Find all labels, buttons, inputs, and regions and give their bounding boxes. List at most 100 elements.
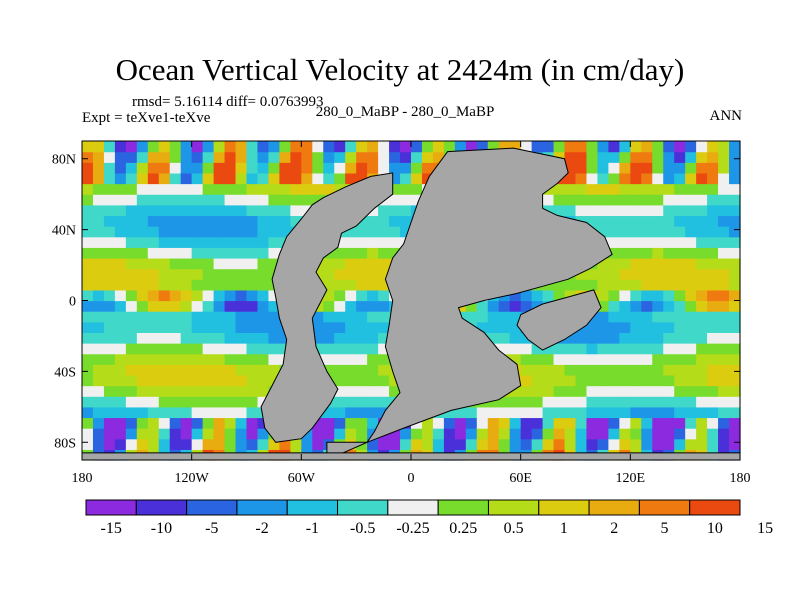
colorbar-label: -0.25 <box>396 520 429 537</box>
field-cell <box>147 438 160 450</box>
field-cell <box>575 406 588 419</box>
field-cell <box>224 428 237 440</box>
field-cell <box>191 257 204 270</box>
field-cell <box>169 172 182 185</box>
field-cell <box>564 353 577 365</box>
field-cell <box>169 215 182 227</box>
field-cell <box>169 438 182 450</box>
field-cell <box>707 289 719 302</box>
field-cell <box>257 183 270 195</box>
field-cell <box>630 321 642 333</box>
field-cell <box>586 268 599 280</box>
field-cell <box>707 204 719 217</box>
field-cell <box>674 141 686 153</box>
field-cell <box>685 289 697 302</box>
field-cell <box>707 268 719 280</box>
field-cell <box>323 289 335 302</box>
field-cell <box>575 428 588 440</box>
field-cell <box>553 194 566 206</box>
field-cell <box>674 311 686 323</box>
field-cell <box>652 406 664 419</box>
field-cell <box>169 406 182 419</box>
field-cell <box>136 257 149 270</box>
field-cell <box>685 236 697 248</box>
field-cell <box>729 247 741 259</box>
field-cell <box>191 396 204 408</box>
field-cell <box>224 353 237 365</box>
field-cell <box>564 406 577 419</box>
colorbar-label: 2 <box>610 520 618 537</box>
field-cell <box>312 162 324 174</box>
field-cell <box>729 396 741 408</box>
field-cell <box>674 151 686 163</box>
field-cell <box>608 194 620 206</box>
field-cell <box>707 226 719 238</box>
field-cell <box>92 289 105 302</box>
field-cell <box>191 300 204 312</box>
field-cell <box>674 438 686 450</box>
field-cell <box>191 332 204 344</box>
field-cell <box>619 374 631 387</box>
field-cell <box>257 428 270 440</box>
field-cell <box>147 364 160 376</box>
field-cell <box>367 236 379 248</box>
field-cell <box>125 162 138 174</box>
field-cell <box>235 194 248 206</box>
field-cell <box>202 172 215 185</box>
field-cell <box>630 289 642 302</box>
x-tick-label: 60W <box>288 471 316 486</box>
field-cell <box>191 374 204 387</box>
field-cell <box>641 183 653 195</box>
field-cell <box>367 385 379 397</box>
field-cell <box>619 289 631 302</box>
field-cell <box>136 204 149 217</box>
field-cell <box>125 194 138 206</box>
field-cell <box>630 438 642 450</box>
field-cell <box>356 162 368 174</box>
field-cell <box>136 247 149 259</box>
field-cell <box>92 204 105 217</box>
field-cell <box>707 385 719 397</box>
field-cell <box>147 385 160 397</box>
field-cell <box>378 268 390 280</box>
field-cell <box>180 257 193 270</box>
colorbar-label: -15 <box>100 520 121 537</box>
field-cell <box>246 257 259 270</box>
field-cell <box>454 428 467 440</box>
x-tick-label: 180 <box>72 471 93 486</box>
field-cell <box>103 279 116 291</box>
field-cell <box>674 300 686 312</box>
field-cell <box>191 289 204 302</box>
field-cell <box>103 417 116 429</box>
field-cell <box>92 364 105 376</box>
field-cell <box>169 236 182 248</box>
field-cell <box>246 438 259 450</box>
field-cell <box>323 417 335 429</box>
field-cell <box>696 279 708 291</box>
field-cell <box>235 406 248 419</box>
field-cell <box>718 204 730 217</box>
field-cell <box>553 396 566 408</box>
field-cell <box>586 374 599 387</box>
field-cell <box>641 311 653 323</box>
field-cell <box>575 162 588 174</box>
field-cell <box>82 300 94 312</box>
field-cell <box>641 417 653 429</box>
field-cell <box>114 332 127 344</box>
field-cell <box>663 321 675 333</box>
field-cell <box>729 343 741 355</box>
field-cell <box>476 438 489 450</box>
field-cell <box>257 321 270 333</box>
field-cell <box>389 236 401 248</box>
field-cell <box>268 172 280 185</box>
field-cell <box>191 268 204 280</box>
field-cell <box>575 343 588 355</box>
field-cell <box>619 141 631 153</box>
field-cell <box>531 374 544 387</box>
field-cell <box>531 417 544 429</box>
field-cell <box>180 300 193 312</box>
field-cell <box>630 374 642 387</box>
field-cell <box>334 353 346 365</box>
field-cell <box>652 194 664 206</box>
field-cell <box>235 172 248 185</box>
